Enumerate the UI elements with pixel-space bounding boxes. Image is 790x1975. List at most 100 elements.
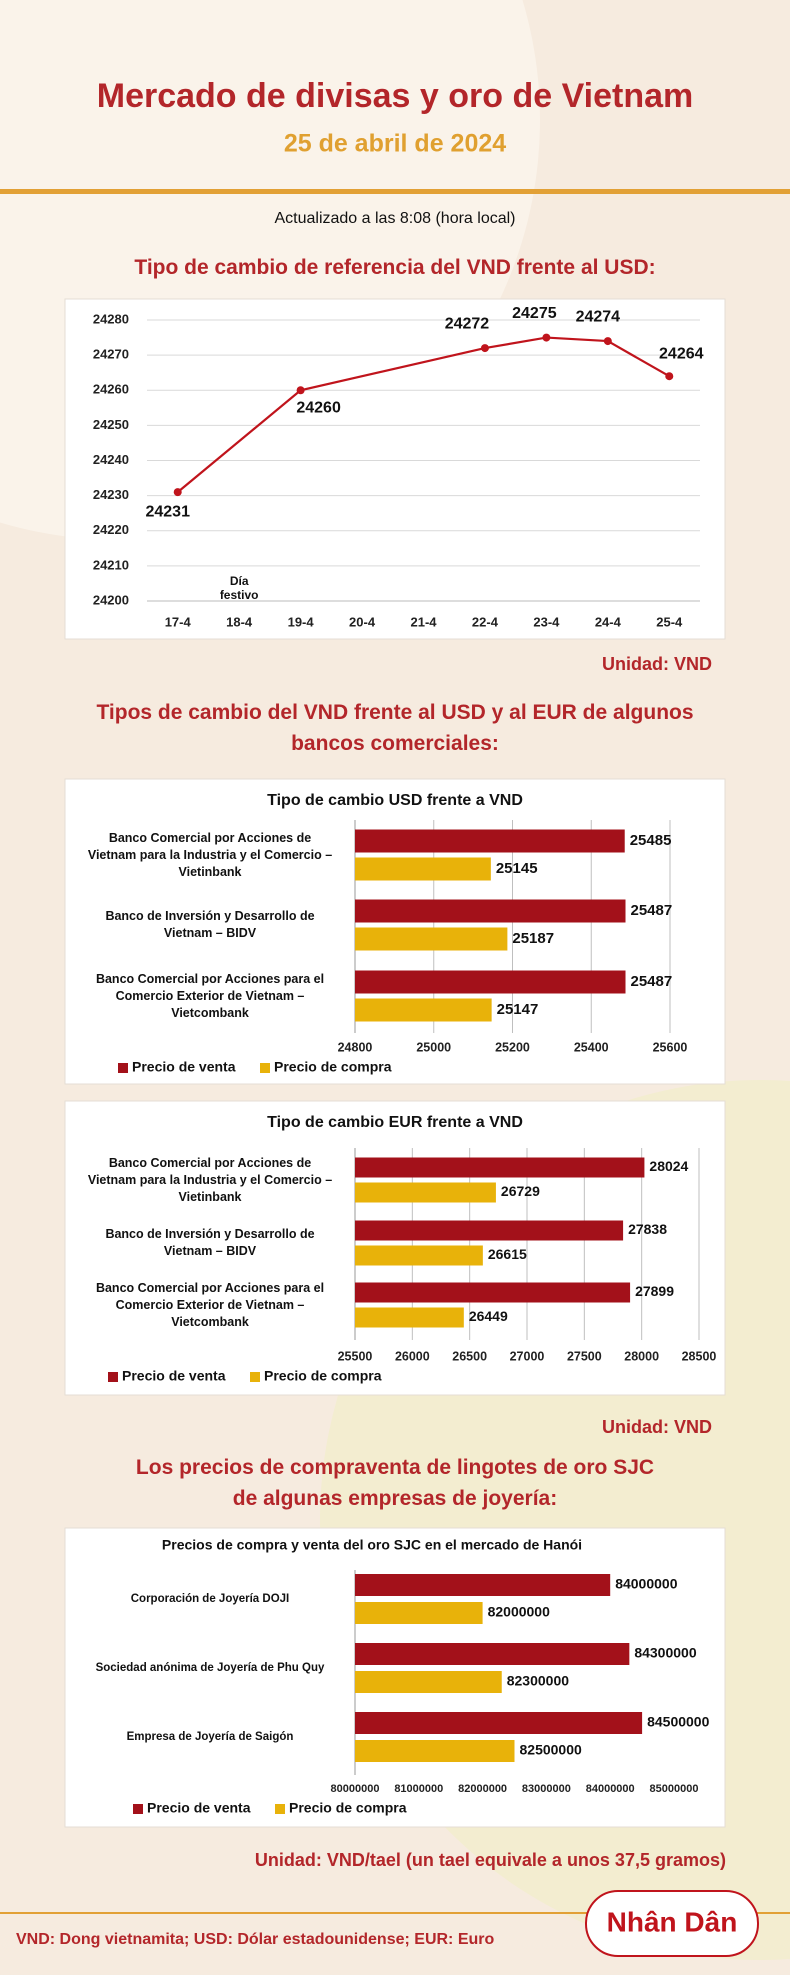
- category-label: Empresa de Joyería de Saigón: [126, 1730, 294, 1743]
- category-label: Banco Comercial por Acciones de Vietnam …: [87, 830, 333, 879]
- y-tick-label: 24220: [93, 522, 129, 537]
- chart-title: Tipo de cambio USD frente a VND: [267, 792, 523, 809]
- unit: Unidad: VND/tael (un tael equivale a uno…: [254, 1850, 726, 1870]
- point: [665, 372, 674, 381]
- bar: [355, 1282, 631, 1303]
- header-rule: [0, 189, 790, 194]
- category-label: Banco de Inversión y Desarrollo de Vietn…: [105, 909, 315, 940]
- y-tick-label: 24280: [93, 311, 129, 326]
- category-label: Banco de Inversión y Desarrollo de Vietn…: [105, 1227, 315, 1258]
- chart-title: Tipo de cambio EUR frente a VND: [267, 1114, 523, 1131]
- x-tick-label: 25200: [495, 1040, 530, 1054]
- x-tick-label: 25000: [416, 1040, 451, 1054]
- unit: Unidad: VND: [602, 1417, 712, 1437]
- data-label: 27838: [628, 1221, 667, 1237]
- subtitle: 25 de abril de 2024: [284, 130, 506, 158]
- section-title: Tipos de cambio del VND frente al USD y …: [96, 701, 694, 755]
- x-tick-label: 24-4: [595, 614, 622, 629]
- annotation: Día festivo: [219, 574, 259, 602]
- data-label: 84300000: [634, 1645, 697, 1661]
- bar: [355, 1740, 515, 1762]
- category-label: Corporación de Joyería DOJI: [130, 1592, 290, 1605]
- y-tick-label: 24240: [93, 452, 129, 467]
- line: [177, 336, 670, 493]
- x-tick-label: 20-4: [349, 614, 376, 629]
- data-label: 24231: [145, 503, 190, 520]
- bar: [355, 1643, 630, 1665]
- x-tick-label: 27500: [567, 1349, 602, 1363]
- bar: [355, 927, 508, 951]
- category-label: Banco Comercial por Acciones para el Com…: [95, 971, 325, 1020]
- x-tick-label: 17-4: [165, 614, 192, 629]
- category-label: Banco Comercial por Acciones para el Com…: [95, 1280, 325, 1329]
- x-tick-label: 28000: [624, 1349, 659, 1363]
- point: [542, 333, 551, 342]
- data-label: 25187: [512, 930, 554, 947]
- y-tick-label: 24210: [93, 557, 129, 572]
- bar: [355, 829, 625, 853]
- x-tick-label: 22-4: [472, 614, 499, 629]
- y-tick-label: 24230: [93, 487, 129, 502]
- legend-label: Precio de venta: [147, 1800, 251, 1816]
- data-label: 24275: [512, 305, 557, 322]
- legend-label: Precio de venta: [132, 1059, 236, 1075]
- x-tick-label: 21-4: [410, 614, 437, 629]
- x-tick-label: 82000000: [458, 1783, 507, 1795]
- bar: [355, 1712, 643, 1734]
- legend-swatch: [275, 1804, 285, 1814]
- chart-box: [64, 298, 726, 640]
- legend-swatch: [108, 1372, 118, 1382]
- updated: Actualizado a las 8:08 (hora local): [274, 210, 515, 227]
- x-tick-label: 19-4: [288, 614, 315, 629]
- data-label: 82000000: [488, 1604, 551, 1620]
- data-label: 27899: [635, 1283, 674, 1299]
- data-label: 24272: [445, 315, 490, 332]
- bar: [355, 1220, 624, 1241]
- bar: [355, 1157, 645, 1178]
- category-label: Sociedad anónima de Joyería de Phu Quy: [95, 1661, 325, 1674]
- data-label: 84000000: [615, 1576, 678, 1592]
- y-tick-label: 24260: [93, 382, 129, 397]
- point: [296, 386, 305, 395]
- section-title: Los precios de compraventa de lingotes d…: [135, 1456, 655, 1510]
- bar: [355, 1602, 483, 1624]
- legend-label: Precio de compra: [274, 1059, 392, 1075]
- legend-swatch: [250, 1372, 260, 1382]
- x-tick-label: 81000000: [394, 1783, 443, 1795]
- logo-frame: [585, 1890, 759, 1957]
- x-tick-label: 28500: [682, 1349, 717, 1363]
- data-label: 24274: [576, 308, 621, 325]
- legend-label: Precio de venta: [122, 1368, 226, 1384]
- data-label: 84500000: [647, 1714, 710, 1730]
- bar: [355, 857, 491, 881]
- category-label: Banco Comercial por Acciones de Vietnam …: [87, 1155, 333, 1204]
- data-label: 25487: [631, 902, 673, 919]
- data-label: 24260: [296, 399, 341, 416]
- chart-title: Precios de compra y venta del oro SJC en…: [162, 1537, 582, 1553]
- section-title: Tipo de cambio de referencia del VND fre…: [134, 256, 656, 279]
- bar: [355, 998, 492, 1022]
- x-tick-label: 80000000: [331, 1783, 380, 1795]
- data-label: 82500000: [520, 1742, 583, 1758]
- y-tick-label: 24270: [93, 347, 129, 362]
- x-tick-label: 83000000: [522, 1783, 571, 1795]
- x-tick-label: 26500: [452, 1349, 487, 1363]
- unit: Unidad: VND: [602, 654, 712, 674]
- y-tick-label: 24200: [93, 592, 129, 607]
- legend-label: Precio de compra: [289, 1800, 407, 1816]
- x-tick-label: 25500: [338, 1349, 373, 1363]
- bar: [355, 1574, 611, 1596]
- footer-rule: [0, 1912, 790, 1914]
- data-label: 26449: [469, 1308, 508, 1324]
- legend-swatch: [260, 1063, 270, 1073]
- x-tick-label: 25600: [653, 1040, 688, 1054]
- bar: [355, 1307, 464, 1328]
- x-tick-label: 25400: [574, 1040, 609, 1054]
- x-tick-label: 24800: [338, 1040, 373, 1054]
- data-label: 26729: [501, 1183, 540, 1199]
- bar: [355, 1182, 496, 1203]
- x-tick-label: 84000000: [586, 1783, 635, 1795]
- data-label: 25145: [496, 860, 538, 877]
